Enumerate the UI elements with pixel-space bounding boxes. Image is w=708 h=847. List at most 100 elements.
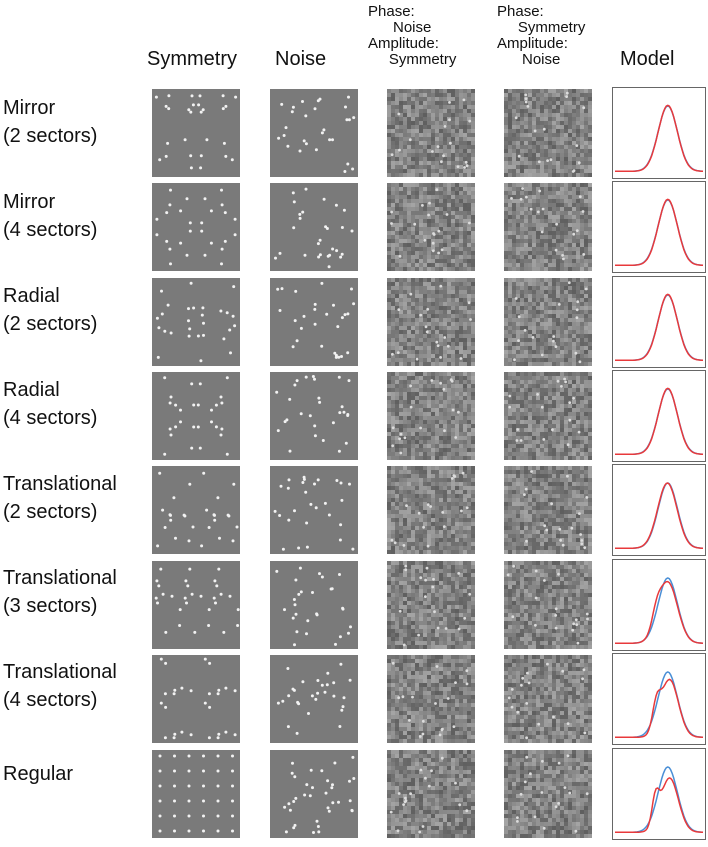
stimulus-dot xyxy=(210,420,213,424)
stimulus-dot xyxy=(327,513,331,517)
stimulus-dot xyxy=(327,265,331,269)
stimulus-dot xyxy=(202,471,206,475)
stimulus-dot xyxy=(283,805,287,809)
stimulus-dot xyxy=(202,321,205,325)
stimulus-dot xyxy=(164,705,168,709)
stimulus-dot xyxy=(221,94,225,98)
stimulus-dot xyxy=(202,829,205,833)
stimulus-dot xyxy=(203,701,207,705)
stimulus-dot xyxy=(322,128,326,132)
header-symmetry: Symmetry xyxy=(147,48,237,70)
symmetry-panel xyxy=(152,750,240,838)
phase-symmetry-amplitude-noise-panel xyxy=(504,183,592,271)
stimulus-dot xyxy=(157,584,161,588)
model-curve-blue xyxy=(615,766,704,834)
phase-noise-amplitude-symmetry-panel xyxy=(387,183,475,271)
stimulus-dot xyxy=(159,657,163,661)
phase-noise-amplitude-symmetry-panel xyxy=(387,278,475,366)
stimulus-dot xyxy=(339,255,343,259)
model-plot xyxy=(612,181,706,273)
stimulus-dot xyxy=(189,166,193,170)
stimulus-dot xyxy=(200,313,204,317)
stimulus-dot xyxy=(301,680,305,684)
stimulus-dot xyxy=(336,325,340,329)
stimulus-dot xyxy=(214,403,218,407)
stimulus-dot xyxy=(187,108,191,112)
stimulus-dot xyxy=(312,831,315,834)
stimulus-dot xyxy=(172,692,176,696)
stimulus-dot xyxy=(311,786,314,790)
stimulus-dot xyxy=(331,801,335,805)
stimulus-dot xyxy=(343,170,347,173)
stimulus-dot xyxy=(174,425,178,429)
stimulus-dot xyxy=(163,452,167,456)
stimulus-dot xyxy=(158,814,162,818)
model-curve-red xyxy=(615,482,703,550)
stimulus-dot xyxy=(164,661,168,665)
stimulus-dot xyxy=(325,227,329,230)
stimulus-dot xyxy=(314,148,318,152)
stimulus-dot xyxy=(334,353,338,357)
stimulus-dot xyxy=(169,188,172,192)
stimulus-dot xyxy=(318,400,322,404)
stimulus-dot xyxy=(291,345,295,349)
stimulus-dot xyxy=(202,754,205,758)
stimulus-dot xyxy=(349,625,352,629)
stimulus-dot xyxy=(316,679,320,682)
stimulus-dot xyxy=(323,501,327,505)
stimulus-dot xyxy=(179,209,183,213)
stimulus-dot xyxy=(313,307,317,311)
stimulus-dot xyxy=(159,701,163,705)
stimulus-dot xyxy=(286,725,290,729)
phase-symmetry-amplitude-noise-panel xyxy=(504,372,592,460)
stimulus-dot xyxy=(288,808,292,812)
stimulus-dot xyxy=(341,607,345,611)
stimulus-dot xyxy=(202,814,205,818)
stimulus-dot xyxy=(292,200,296,204)
stimulus-dot xyxy=(199,166,203,170)
noise-panel xyxy=(270,183,358,271)
stimulus-dot xyxy=(351,547,355,551)
stimulus-dot xyxy=(231,829,234,833)
stimulus-dot xyxy=(158,769,162,773)
stimulus-dot xyxy=(286,144,290,148)
stimulus-dot xyxy=(341,705,345,709)
stimulus-dot xyxy=(209,241,213,245)
stimulus-dot xyxy=(229,351,232,355)
stimulus-dot xyxy=(160,312,164,316)
stimulus-dot xyxy=(335,479,339,482)
stimulus-dot xyxy=(156,601,159,605)
stimulus-dot xyxy=(316,691,320,695)
stimulus-dot xyxy=(290,771,294,775)
stimulus-dot xyxy=(158,784,162,788)
stimulus-dot xyxy=(188,567,192,571)
header-phase-noise-amplitude-symmetry: Phase: Noise Amplitude: Symmetry xyxy=(368,3,457,68)
stimulus-dot xyxy=(331,421,335,425)
phase-symmetry-amplitude-noise-panel xyxy=(504,561,592,649)
stimulus-dot xyxy=(218,536,221,540)
stimulus-dot xyxy=(291,105,295,109)
stimulus-dot xyxy=(298,216,302,220)
stimulus-dot xyxy=(219,309,223,313)
stimulus-dot xyxy=(174,536,177,540)
stimulus-dot xyxy=(163,526,167,529)
stimulus-dot xyxy=(317,396,321,400)
stimulus-dot xyxy=(168,247,172,251)
stimulus-dot xyxy=(352,777,356,780)
stimulus-dot xyxy=(293,603,297,607)
stimulus-dot xyxy=(302,314,306,318)
stimulus-dot xyxy=(158,754,162,758)
stimulus-dot xyxy=(185,253,189,257)
stimulus-dot xyxy=(224,104,228,108)
stimulus-dot xyxy=(320,281,324,285)
model-curve-blue xyxy=(615,482,704,550)
stimulus-dot xyxy=(340,498,344,502)
row-label-translational-3: Translational (3 sectors) xyxy=(3,567,117,617)
stimulus-dot xyxy=(325,312,329,316)
stimulus-dot xyxy=(155,217,159,221)
stimulus-dot xyxy=(340,355,343,358)
stimulus-dot xyxy=(332,303,335,307)
stimulus-dot xyxy=(340,405,344,409)
stimulus-dot xyxy=(208,705,212,709)
stimulus-dot xyxy=(329,587,333,591)
